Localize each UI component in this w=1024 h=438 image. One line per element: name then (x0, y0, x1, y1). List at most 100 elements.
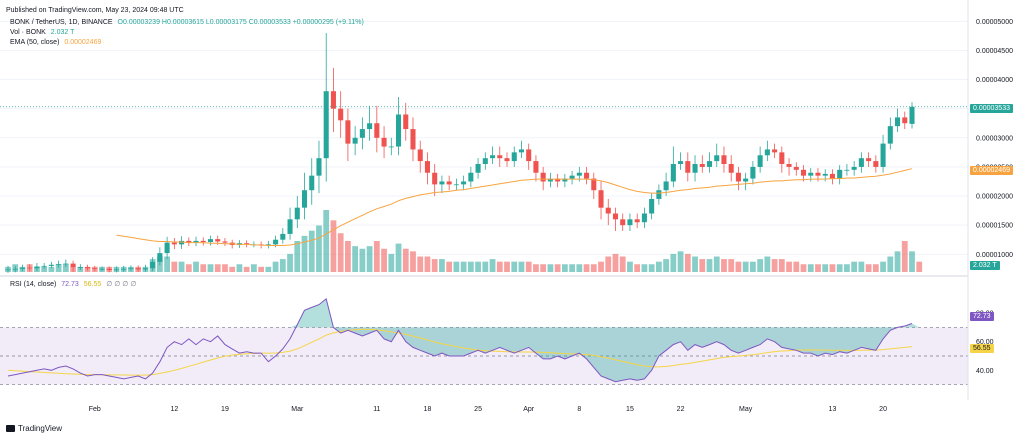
volume-bar (373, 241, 380, 272)
candle-body (294, 207, 300, 220)
candle-body (432, 172, 438, 185)
candle-body (880, 143, 886, 167)
rsi-legend[interactable]: RSI (14, close) 72.73 56.55 ∅ ∅ ∅ ∅ (10, 280, 136, 289)
candle-body (822, 173, 828, 176)
rsi-extra: ∅ ∅ ∅ ∅ (106, 281, 137, 288)
volume-bar (533, 264, 539, 272)
ema-50-line (116, 168, 913, 246)
candle-body (851, 166, 857, 170)
volume-bar (229, 266, 236, 272)
volume-bar (540, 264, 547, 272)
rsi-ma-badge: 56.55 (970, 344, 994, 353)
volume-bar (330, 220, 337, 272)
volume-bar (460, 261, 467, 272)
candlestick-series (5, 32, 915, 273)
candle-body (410, 129, 416, 150)
tradingview-icon (6, 425, 15, 432)
volume-bar (612, 253, 619, 272)
candle-body (518, 149, 525, 153)
volume-bar (641, 264, 648, 272)
volume-bar (648, 264, 655, 272)
candle-body (41, 265, 47, 267)
volume-bar (634, 264, 641, 272)
ohlc-values: O0.00003239 H0.00003615 L0.00003175 C0.0… (117, 19, 364, 26)
candle-body (699, 164, 705, 167)
volume-bar (561, 264, 568, 272)
volume-bar (692, 256, 698, 272)
rsi-band-lines (0, 327, 968, 385)
candle-body (482, 158, 488, 165)
volume-bar (728, 259, 735, 272)
candle-body (555, 178, 561, 182)
volume-bar (576, 264, 583, 272)
volume-bar (677, 251, 684, 272)
volume-bar (880, 261, 886, 272)
volume-bar (294, 241, 301, 272)
volume-bar (663, 259, 670, 272)
symbol-legend[interactable]: BONK / TetherUS, 1D, BINANCE O0.00003239… (10, 18, 364, 27)
volume-bar (909, 251, 915, 272)
volume-bar (786, 261, 792, 272)
volume-bar (482, 261, 489, 272)
candle-body (887, 126, 893, 144)
candle-body (439, 181, 445, 185)
candle-body (113, 269, 120, 271)
candle-body (620, 219, 626, 226)
volume-bar (410, 251, 416, 272)
candle-body (468, 172, 474, 182)
volume-bar (590, 264, 597, 272)
volume-bar (742, 261, 749, 272)
price-tick-label: 0.00003000 (976, 135, 1013, 142)
last-price-badge: 0.00003533 (970, 104, 1013, 113)
candle-body (142, 268, 148, 270)
price-axis: 0.000050000.000045000.000040000.00003500… (976, 19, 1013, 259)
price-tick-label: 0.00001000 (976, 252, 1013, 259)
ema-label: EMA (50, close) (10, 39, 60, 46)
rsi-overbought-fill (290, 298, 920, 382)
ema-legend[interactable]: EMA (50, close) 0.00002469 (10, 38, 101, 47)
candle-body (5, 269, 11, 271)
volume-bar (164, 256, 170, 272)
candle-body (179, 240, 185, 245)
candle-body (222, 241, 228, 243)
candle-body (461, 181, 467, 185)
volume-bar (222, 264, 228, 272)
candle-body (395, 114, 402, 147)
candle-body (388, 146, 394, 148)
candle-body (873, 161, 879, 167)
volume-bar (424, 256, 431, 272)
volume-bar (851, 261, 858, 272)
candle-body (99, 268, 105, 270)
volume-series (5, 210, 923, 272)
volume-bar (279, 259, 286, 272)
volume-legend[interactable]: Vol · BONK 2.032 T (10, 28, 74, 37)
candle-body (200, 240, 206, 243)
time-tick-label: 20 (879, 406, 887, 413)
tradingview-logo[interactable]: TradingView (6, 424, 62, 433)
candle-body (714, 155, 720, 162)
volume-bar (815, 264, 821, 272)
candle-body (743, 178, 749, 182)
candle-body (186, 240, 192, 243)
volume-bar (431, 259, 438, 272)
volume-bar (359, 248, 366, 272)
candle-body (63, 263, 69, 265)
ema-badge: 0.00002469 (970, 166, 1013, 175)
candle-body (287, 219, 293, 234)
volume-badge: 2.032 T (970, 261, 1000, 270)
candle-body (656, 190, 662, 199)
rsi-tick-label: 40.00 (976, 368, 994, 375)
volume-bar (569, 264, 575, 272)
volume-bar (446, 261, 453, 272)
rsi-line (7, 298, 913, 383)
volume-bar (323, 210, 330, 272)
volume-bar (735, 261, 742, 272)
volume-bar (605, 256, 612, 272)
volume-bar (467, 261, 474, 272)
price-tick-label: 0.00002000 (976, 194, 1013, 201)
candle-body (685, 161, 691, 173)
symbol-title[interactable]: BONK / TetherUS, 1D, BINANCE (10, 19, 113, 26)
candle-body (591, 178, 597, 191)
candle-body (584, 172, 590, 179)
price-tick-label: 0.00004000 (976, 77, 1013, 84)
